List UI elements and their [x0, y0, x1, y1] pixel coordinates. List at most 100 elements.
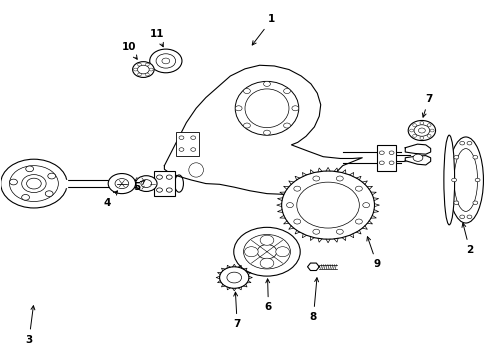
Circle shape — [313, 176, 319, 181]
Circle shape — [260, 235, 274, 245]
Bar — [175, 132, 199, 156]
Ellipse shape — [245, 89, 289, 128]
Circle shape — [234, 227, 300, 276]
Circle shape — [413, 134, 416, 137]
Circle shape — [427, 124, 431, 127]
Circle shape — [141, 180, 152, 188]
Circle shape — [108, 174, 136, 194]
Circle shape — [26, 178, 41, 189]
Circle shape — [227, 272, 242, 283]
Circle shape — [235, 106, 242, 111]
Circle shape — [294, 186, 301, 191]
Text: 9: 9 — [367, 237, 381, 269]
Polygon shape — [164, 65, 362, 194]
Circle shape — [0, 159, 67, 208]
Circle shape — [22, 175, 46, 193]
Circle shape — [166, 188, 172, 192]
Circle shape — [257, 244, 277, 259]
Ellipse shape — [189, 163, 203, 177]
Circle shape — [22, 194, 29, 200]
Text: 8: 8 — [310, 278, 318, 322]
Circle shape — [452, 178, 457, 182]
Circle shape — [379, 151, 384, 154]
Bar — [377, 145, 396, 171]
Circle shape — [408, 121, 436, 140]
Circle shape — [454, 156, 459, 159]
Circle shape — [284, 123, 291, 128]
Circle shape — [410, 129, 414, 132]
Text: 2: 2 — [462, 223, 473, 255]
Circle shape — [427, 134, 431, 137]
Circle shape — [191, 136, 196, 139]
Circle shape — [48, 173, 55, 179]
Circle shape — [467, 141, 472, 145]
Circle shape — [149, 68, 153, 71]
Circle shape — [260, 258, 274, 268]
Circle shape — [133, 62, 154, 77]
Circle shape — [337, 229, 343, 234]
Circle shape — [355, 186, 362, 191]
Ellipse shape — [454, 149, 478, 211]
Circle shape — [10, 179, 18, 185]
Circle shape — [157, 188, 162, 192]
Circle shape — [179, 136, 184, 139]
Circle shape — [166, 175, 172, 179]
Circle shape — [284, 89, 291, 94]
Text: 7: 7 — [422, 94, 432, 117]
Text: 11: 11 — [150, 29, 164, 47]
Text: 5: 5 — [133, 180, 145, 192]
Circle shape — [138, 63, 142, 66]
Circle shape — [244, 234, 291, 269]
Circle shape — [389, 151, 394, 154]
Circle shape — [136, 176, 157, 192]
Circle shape — [244, 89, 250, 94]
Circle shape — [473, 201, 478, 204]
Circle shape — [282, 171, 374, 239]
Circle shape — [244, 123, 250, 128]
Bar — [154, 171, 174, 197]
Circle shape — [420, 122, 424, 125]
Text: 7: 7 — [234, 292, 241, 329]
Circle shape — [294, 219, 301, 224]
Ellipse shape — [174, 175, 183, 192]
Circle shape — [413, 154, 423, 161]
Circle shape — [156, 54, 175, 68]
Circle shape — [191, 148, 196, 151]
Circle shape — [146, 73, 149, 76]
Circle shape — [45, 191, 53, 197]
Text: 3: 3 — [25, 306, 35, 345]
Circle shape — [115, 179, 129, 189]
Circle shape — [475, 178, 480, 182]
Circle shape — [379, 161, 384, 165]
Polygon shape — [405, 144, 431, 154]
Circle shape — [414, 125, 430, 136]
Circle shape — [363, 203, 369, 208]
Circle shape — [157, 175, 162, 179]
Circle shape — [467, 215, 472, 219]
Circle shape — [337, 176, 343, 181]
Circle shape — [26, 166, 33, 172]
Circle shape — [150, 49, 182, 73]
Circle shape — [430, 129, 434, 132]
Circle shape — [287, 203, 294, 208]
Circle shape — [179, 148, 184, 151]
Circle shape — [454, 201, 459, 204]
Circle shape — [473, 156, 478, 159]
Text: 1: 1 — [252, 14, 275, 45]
Circle shape — [413, 124, 416, 127]
Circle shape — [420, 136, 424, 139]
Circle shape — [460, 215, 465, 219]
Circle shape — [297, 182, 359, 228]
Polygon shape — [405, 156, 431, 165]
Circle shape — [9, 166, 58, 202]
Circle shape — [162, 58, 170, 64]
Circle shape — [264, 81, 270, 86]
Circle shape — [389, 161, 394, 165]
Circle shape — [264, 130, 270, 135]
Polygon shape — [308, 263, 319, 270]
Circle shape — [146, 63, 149, 66]
Circle shape — [138, 65, 149, 74]
Text: 10: 10 — [122, 42, 137, 59]
Ellipse shape — [448, 137, 484, 223]
Circle shape — [245, 247, 258, 257]
